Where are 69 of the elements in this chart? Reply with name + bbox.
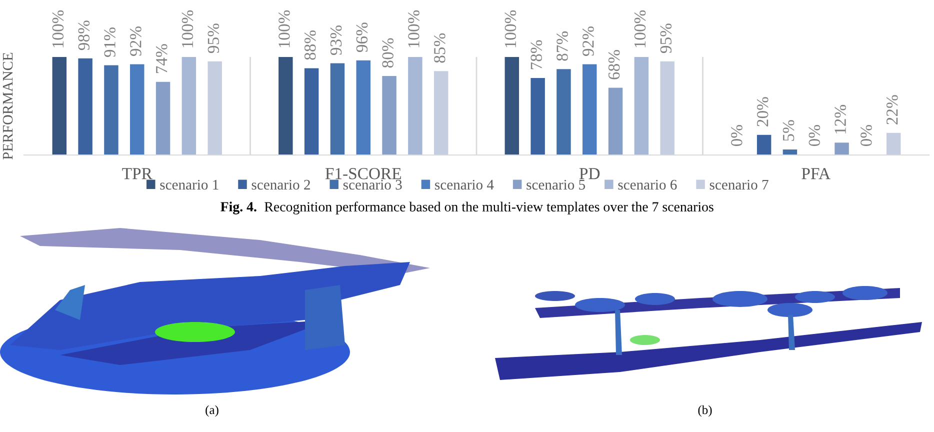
data-label: 5% — [782, 120, 794, 141]
legend-label: scenario 1 — [160, 180, 218, 190]
bar — [382, 76, 396, 155]
bar — [608, 88, 623, 155]
data-label: 12% — [834, 104, 846, 134]
bar — [434, 71, 448, 155]
bar — [756, 134, 772, 155]
x-tick-label: F1-SCORE — [325, 168, 401, 180]
data-label: 88% — [304, 30, 316, 60]
data-label: 93% — [330, 26, 342, 55]
bar — [582, 64, 597, 155]
legend-label: scenario 7 — [710, 180, 768, 190]
y-axis-title: PERFORMANCE — [2, 52, 13, 160]
x-tick-label: PFA — [802, 168, 830, 180]
data-label: 80% — [382, 38, 394, 68]
legend-label: scenario 3 — [343, 180, 402, 190]
data-label: 20% — [756, 97, 768, 126]
legend-label: scenario 5 — [526, 180, 586, 190]
bar — [504, 57, 520, 155]
text: (a) — [206, 405, 218, 417]
bar — [634, 57, 649, 155]
data-label: 68% — [608, 50, 620, 80]
legend-label: scenario 6 — [618, 180, 677, 190]
data-label: 91% — [104, 28, 116, 57]
bar — [182, 57, 196, 155]
bar — [330, 63, 345, 155]
bar — [278, 57, 293, 155]
bar — [530, 78, 545, 155]
data-label: 95% — [660, 24, 672, 54]
data-label: 100% — [182, 10, 194, 48]
bar — [104, 65, 118, 155]
bar — [130, 64, 144, 155]
x-tick-label: PD — [579, 168, 600, 180]
data-label: 100% — [278, 10, 290, 48]
x-tick-label: TPR — [122, 168, 152, 180]
data-label: 100% — [52, 10, 64, 48]
bar — [208, 61, 222, 155]
data-label: 98% — [78, 20, 90, 50]
data-label: 87% — [556, 31, 568, 61]
bar — [408, 57, 422, 155]
data-label: 95% — [208, 24, 220, 54]
data-label: 85% — [434, 33, 446, 63]
caption: Fig. 4. — [220, 202, 256, 214]
bar — [660, 61, 674, 155]
data-label: 22% — [886, 95, 898, 124]
data-label: 78% — [530, 40, 542, 70]
data-label: 0% — [860, 125, 872, 146]
bar — [356, 60, 370, 155]
legend-label: scenario 4 — [435, 180, 494, 190]
bar — [52, 57, 67, 155]
data-label: 96% — [356, 22, 368, 52]
bar — [834, 142, 849, 155]
bar — [556, 69, 571, 155]
data-label: 100% — [634, 10, 646, 48]
legend-label: scenario 2 — [252, 180, 310, 190]
data-label: 100% — [408, 10, 420, 48]
data-label: 92% — [130, 26, 142, 56]
bar — [886, 132, 901, 155]
data-label: 74% — [156, 44, 168, 74]
bar — [304, 68, 319, 155]
text: Recognition performance based on the multi-view templates over the 7 scenarios — [264, 202, 714, 214]
bar — [782, 150, 798, 155]
data-label: 100% — [504, 10, 516, 48]
data-label: 0% — [808, 125, 820, 146]
data-label: 92% — [582, 26, 594, 56]
text: (b) — [698, 405, 712, 417]
data-label: 0% — [731, 125, 742, 146]
bar — [78, 58, 92, 155]
bar — [156, 82, 170, 155]
